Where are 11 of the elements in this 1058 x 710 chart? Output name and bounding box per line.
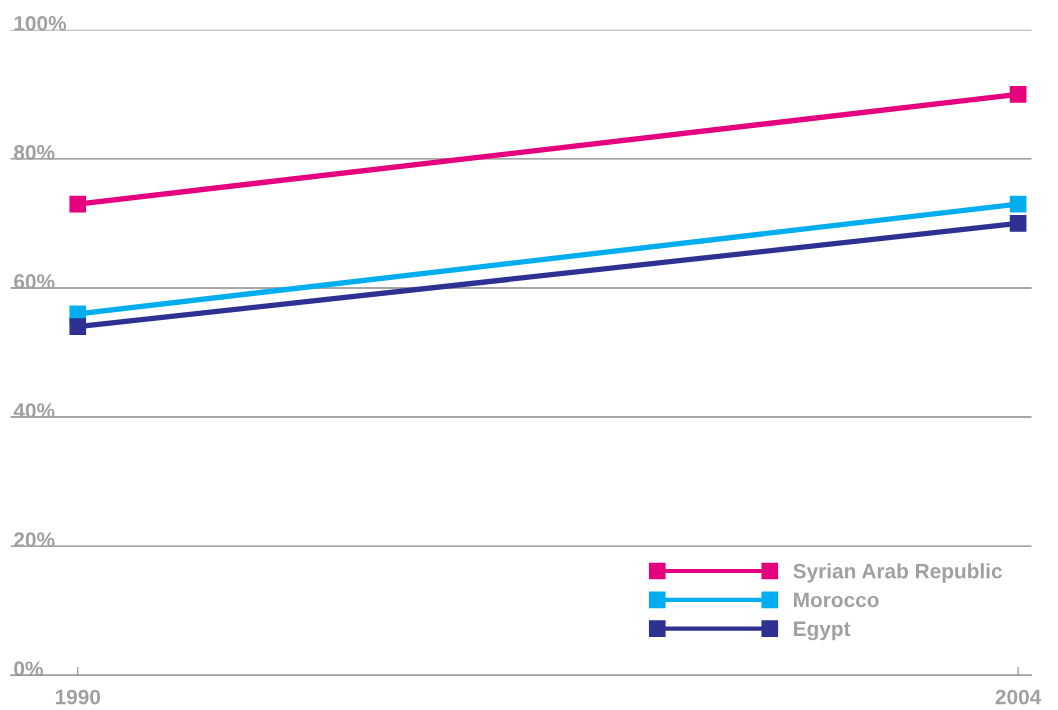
y-tick-label: 80%: [14, 145, 55, 160]
legend-label: Syrian Arab Republic: [793, 563, 1002, 583]
y-tick-label: 40%: [13, 403, 55, 418]
x-tick-label: 2004: [995, 689, 1042, 705]
y-tick-label: 0%: [14, 661, 43, 677]
y-tick-label: 100%: [14, 15, 67, 31]
y-tick-label: 20%: [14, 532, 55, 548]
legend-label: Egypt: [794, 621, 851, 641]
x-tick-label: 1990: [55, 689, 101, 705]
y-tick-label: 60%: [14, 274, 55, 289]
legend-label: Morocco: [794, 592, 879, 608]
